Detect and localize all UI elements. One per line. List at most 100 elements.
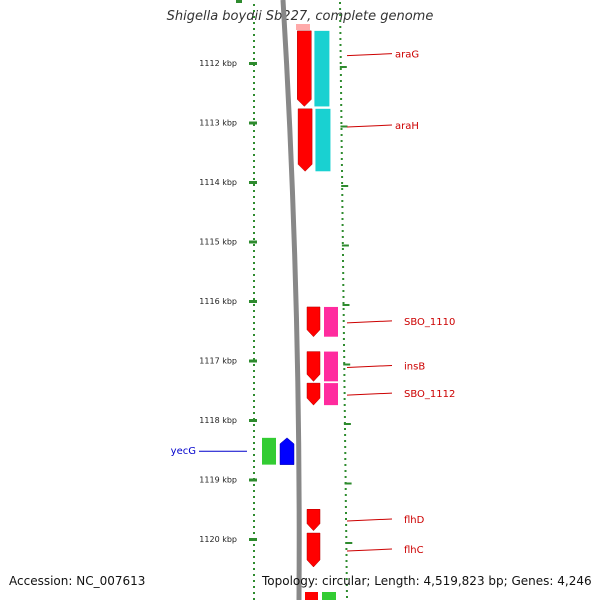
minor-tick-left bbox=[253, 454, 255, 456]
genome-backbone bbox=[280, 0, 302, 600]
gene-arrow-sbo_1112[interactable] bbox=[306, 382, 321, 406]
minor-tick-right bbox=[343, 404, 346, 406]
minor-tick-right bbox=[344, 440, 347, 442]
minor-tick-right bbox=[342, 320, 345, 322]
minor-tick-right bbox=[342, 326, 345, 328]
minor-tick-right bbox=[341, 182, 344, 184]
gene-label-flhd[interactable]: flhD bbox=[404, 515, 425, 526]
gene-label-yecg[interactable]: yecG bbox=[171, 446, 196, 457]
minor-tick-left bbox=[253, 340, 255, 342]
minor-tick-left bbox=[253, 130, 255, 132]
minor-tick-right bbox=[341, 248, 344, 250]
minor-tick-left bbox=[253, 112, 255, 114]
major-tick-left bbox=[249, 181, 257, 184]
gene-label-flhc[interactable]: flhC bbox=[404, 545, 424, 556]
gene-arrow-arag[interactable] bbox=[297, 30, 312, 107]
minor-tick-left bbox=[253, 244, 255, 246]
minor-tick-left bbox=[253, 520, 255, 522]
minor-tick-left bbox=[253, 22, 255, 24]
minor-tick-left bbox=[253, 220, 255, 222]
minor-tick-right bbox=[343, 416, 346, 418]
minor-tick-left bbox=[253, 436, 255, 438]
minor-tick-left bbox=[253, 580, 255, 582]
minor-tick-right bbox=[342, 260, 344, 262]
minor-tick-left bbox=[253, 232, 255, 234]
minor-tick-left bbox=[253, 334, 255, 336]
minor-tick-right bbox=[344, 470, 347, 472]
major-tick-right bbox=[344, 482, 352, 485]
minor-tick-right bbox=[340, 152, 343, 154]
minor-tick-left bbox=[253, 514, 255, 516]
minor-tick-left bbox=[253, 274, 255, 276]
minor-tick-left bbox=[253, 190, 255, 192]
minor-tick-left bbox=[253, 550, 255, 552]
minor-tick-right bbox=[339, 62, 342, 64]
minor-tick-right bbox=[343, 374, 346, 376]
minor-tick-left bbox=[253, 310, 255, 312]
minor-tick-right bbox=[341, 188, 344, 190]
minor-tick-right bbox=[345, 554, 348, 556]
minor-tick-left bbox=[253, 526, 255, 528]
gene-arrow-arah[interactable] bbox=[297, 108, 313, 172]
accession-text: Accession: NC_007613 bbox=[9, 574, 146, 588]
minor-tick-left bbox=[253, 70, 255, 72]
minor-tick-right bbox=[341, 236, 344, 238]
tick-label: 1117 kbp bbox=[199, 357, 237, 366]
minor-tick-right bbox=[343, 386, 346, 388]
minor-tick-right bbox=[342, 266, 345, 268]
minor-tick-right bbox=[340, 164, 343, 166]
gene-arrow-flhd[interactable] bbox=[306, 509, 321, 532]
feature-block-sbo_1110 bbox=[324, 306, 338, 337]
gene-arrow-yecg[interactable] bbox=[279, 437, 295, 465]
gene-label-insb[interactable]: insB bbox=[404, 361, 425, 372]
minor-tick-left bbox=[253, 58, 255, 60]
minor-tick-left bbox=[253, 154, 255, 156]
gene-arrow-insb[interactable] bbox=[306, 351, 321, 382]
minor-tick-left bbox=[253, 502, 255, 504]
minor-tick-left bbox=[253, 412, 255, 414]
minor-tick-right bbox=[341, 206, 344, 208]
major-tick-left bbox=[249, 240, 257, 244]
minor-tick-right bbox=[340, 158, 343, 160]
minor-tick-left bbox=[253, 448, 255, 450]
minor-tick-left bbox=[253, 406, 255, 408]
major-tick-right bbox=[345, 542, 353, 544]
minor-tick-left bbox=[253, 40, 255, 42]
major-tick-left bbox=[249, 538, 257, 541]
minor-tick-left bbox=[253, 484, 255, 486]
minor-tick-right bbox=[340, 140, 343, 142]
gene-arrow-flhc[interactable] bbox=[306, 532, 321, 568]
minor-tick-right bbox=[342, 338, 345, 340]
gene-leader-line bbox=[346, 364, 393, 368]
minor-tick-right bbox=[345, 572, 348, 574]
minor-tick-left bbox=[253, 94, 255, 96]
gene-layer: araG araH SBO_1110 insB SBO_1112 yecG flhD flhC bbox=[171, 24, 455, 600]
partial-tick bbox=[236, 0, 242, 3]
minor-tick-right bbox=[344, 446, 347, 448]
minor-tick-right bbox=[342, 302, 345, 304]
feature-block-arah bbox=[315, 108, 331, 172]
minor-tick-right bbox=[345, 566, 348, 568]
minor-tick-right bbox=[343, 392, 346, 394]
minor-tick-right bbox=[340, 110, 343, 112]
gene-arrow-sbo_1110[interactable] bbox=[306, 306, 321, 338]
gene-leader-line bbox=[346, 124, 393, 128]
minor-tick-left bbox=[253, 106, 255, 108]
gene-label-sbo_1112[interactable]: SBO_1112 bbox=[404, 389, 455, 400]
minor-tick-right bbox=[344, 476, 347, 478]
partial-gene-bottom bbox=[305, 592, 318, 600]
gene-label-sbo_1110[interactable]: SBO_1110 bbox=[404, 317, 455, 328]
gene-label-arah[interactable]: araH bbox=[395, 121, 419, 132]
minor-tick-left bbox=[253, 298, 255, 300]
gene-label-arag[interactable]: araG bbox=[395, 50, 419, 61]
minor-tick-left bbox=[253, 184, 255, 186]
minor-tick-right bbox=[342, 278, 345, 280]
minor-tick-left bbox=[253, 34, 255, 36]
minor-tick-right bbox=[340, 122, 343, 124]
minor-tick-right bbox=[339, 20, 342, 22]
minor-tick-left bbox=[253, 292, 255, 294]
minor-tick-left bbox=[253, 28, 255, 30]
tick-label: 1115 kbp bbox=[199, 238, 237, 247]
minor-tick-right bbox=[340, 86, 342, 88]
